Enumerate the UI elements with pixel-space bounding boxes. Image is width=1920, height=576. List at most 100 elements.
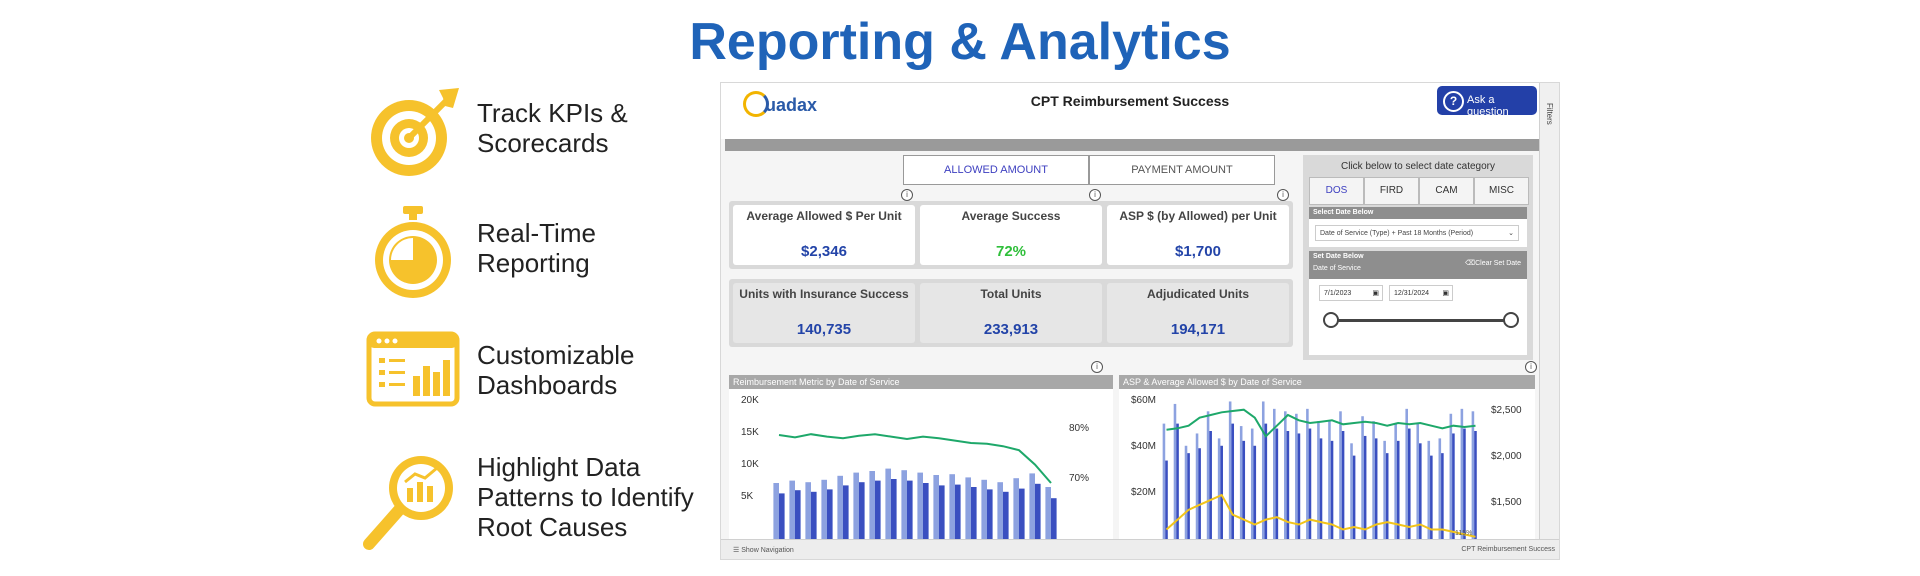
date-range-slider[interactable] [1331,319,1511,322]
bar [1330,440,1334,559]
date-filter-panel: Click below to select date category DOS … [1303,155,1533,360]
calendar-icon: ▣ [1442,290,1449,297]
bar [939,485,945,559]
magnifier-chart-icon [363,456,453,550]
question-icon: ? [1443,91,1464,112]
bar [773,483,779,559]
kpi-label: ASP $ (by Allowed) per Unit [1119,209,1277,223]
bar [933,475,939,559]
feature-label: Customizable Dashboards [477,340,635,400]
series-line [1166,408,1476,438]
clear-set-date-button[interactable]: ⌫Clear Set Date [1465,260,1521,267]
bar [1019,488,1025,559]
report-footer: ☰ Show Navigation 115% CPT Reimbursement… [721,530,1559,559]
slider-start-handle[interactable] [1323,312,1339,328]
dashboard-icon [366,331,460,407]
bar [1430,455,1433,559]
chart-title: Reimbursement Metric by Date of Service [729,375,1113,389]
bar [1441,453,1444,559]
ask-question-button[interactable]: ? Ask a question [1437,86,1537,118]
tab-dos[interactable]: DOS [1309,177,1364,205]
y2-tick-label: 80% [1069,423,1089,434]
stopwatch-icon [375,206,451,298]
chevron-down-icon: ⌄ [1508,230,1514,237]
dashboard-window: uadax CPT Reimbursement Success ? Ask a … [720,82,1560,560]
target-icon [371,88,459,176]
bar [1474,431,1477,559]
series-line [778,433,1052,484]
slider-end-handle[interactable] [1503,312,1519,328]
bar [1264,423,1268,559]
tab-cam[interactable]: CAM [1419,177,1474,205]
start-date-input[interactable]: 7/1/2023 ▣ [1319,285,1383,301]
bar [1165,460,1168,559]
bar [1239,426,1243,559]
filters-label: Filters [1545,103,1554,125]
bar [1250,428,1254,559]
show-navigation-button[interactable]: ☰ Show Navigation [733,547,794,554]
bar [1372,421,1375,559]
bar [1187,453,1190,559]
bar [795,490,801,559]
kpi-label: Units with Insurance Success [739,287,909,301]
bar [859,482,865,559]
bar [1361,416,1364,559]
bar [1013,478,1019,559]
bar [1173,403,1177,559]
series-line [1165,493,1476,538]
bar [827,489,833,559]
chart-title: ASP & Average Allowed $ by Date of Servi… [1119,375,1535,389]
bar [1383,440,1386,559]
bar [1198,448,1201,559]
kpi-value: $2,346 [801,243,847,260]
bar [1035,483,1041,559]
bar [1286,431,1290,559]
zoom-level[interactable]: 115% [1455,530,1473,537]
bar [843,485,849,559]
kpi-row-2: Units with Insurance Success 140,735 Tot… [729,279,1293,347]
bar [885,468,891,559]
feature-label: Track KPIs & Scorecards [477,98,628,158]
bar [811,491,817,559]
filters-pane[interactable]: Filters [1539,83,1559,559]
bar [1407,428,1411,559]
date-type-dropdown[interactable]: Date of Service (Type) + Past 18 Months … [1315,225,1519,241]
bar [1297,433,1301,559]
date-panel-title: Click below to select date category [1341,161,1495,172]
feature-label: Real-Time Reporting [477,218,596,278]
y2-tick-label: 70% [1069,473,1089,484]
bar [1405,408,1408,559]
bar [955,484,961,559]
kpi-value: 233,913 [983,321,1039,338]
bar [1184,445,1188,559]
select-date-header: Select Date Below [1309,207,1527,219]
kpi-card: Average Allowed $ Per Unit $2,346 [733,205,915,265]
bar [1242,440,1246,559]
page-tab[interactable]: CPT Reimbursement Success [1461,546,1555,553]
bar [1463,428,1466,559]
bar [1317,421,1320,559]
allowed-amount-button[interactable]: ALLOWED AMOUNT [903,155,1089,185]
bar [901,470,907,559]
kpi-value: 194,171 [1170,321,1226,338]
feature-track-kpis: Track KPIs & Scorecards [365,84,725,184]
payment-amount-button[interactable]: PAYMENT AMOUNT [1089,155,1275,185]
bar [1328,421,1331,559]
bar [1385,453,1389,559]
info-icon[interactable]: i [901,189,913,201]
bar [805,482,811,559]
info-icon[interactable]: i [1525,361,1537,373]
y-tick-label: 10K [741,459,759,470]
info-icon[interactable]: i [1091,361,1103,373]
bar [1045,487,1051,559]
bar [1306,408,1309,559]
tab-fird[interactable]: FIRD [1364,177,1419,205]
tab-misc[interactable]: MISC [1474,177,1529,205]
bar [1341,431,1345,559]
dashboard-header: uadax CPT Reimbursement Success ? Ask a … [721,83,1539,139]
info-icon[interactable]: i [1277,189,1289,201]
end-date-input[interactable]: 12/31/2024 ▣ [1389,285,1453,301]
info-icon[interactable]: i [1089,189,1101,201]
kpi-card: Total Units 233,913 [920,283,1102,343]
bar [837,475,843,559]
